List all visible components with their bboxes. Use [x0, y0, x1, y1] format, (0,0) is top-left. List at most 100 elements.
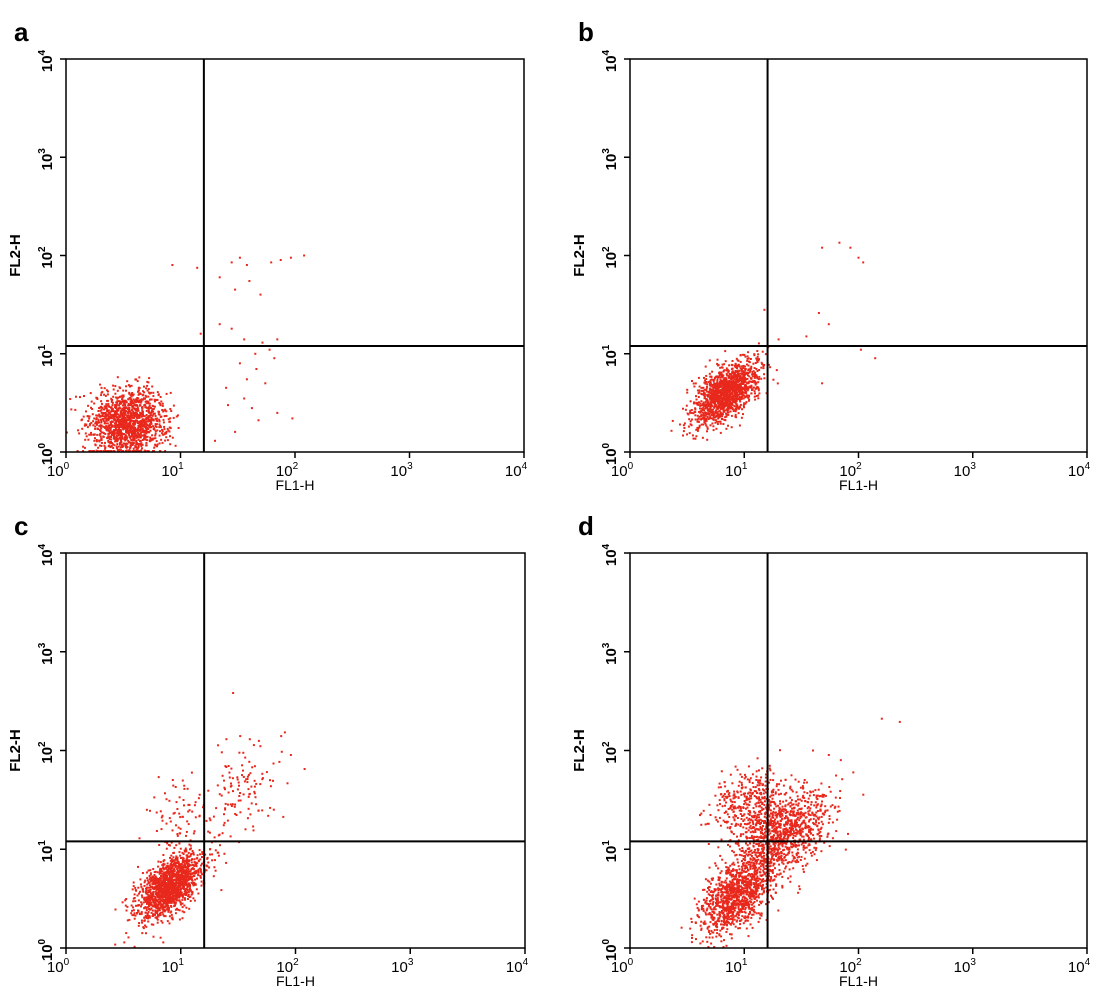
data-point [117, 407, 120, 410]
data-point [692, 382, 695, 385]
data-point [772, 378, 775, 381]
data-point [141, 447, 143, 450]
data-point [130, 443, 133, 445]
data-point [107, 432, 110, 435]
data-point [725, 402, 728, 405]
data-point [152, 880, 155, 883]
data-point [211, 859, 214, 862]
data-point [208, 866, 211, 869]
data-point [205, 819, 208, 822]
data-point [698, 389, 701, 392]
data-point [116, 437, 119, 440]
data-point [228, 771, 231, 774]
data-point [157, 887, 159, 890]
data-point [247, 773, 250, 776]
data-point [218, 793, 221, 796]
data-point [115, 406, 118, 409]
data-point [113, 428, 116, 431]
data-point [702, 909, 705, 912]
data-point [174, 786, 177, 788]
data-point [196, 854, 199, 857]
data-point [751, 926, 754, 929]
data-point [185, 876, 188, 879]
data-point [142, 927, 145, 930]
data-point [159, 898, 162, 901]
data-point [711, 370, 714, 373]
data-point [185, 894, 187, 896]
data-point [161, 900, 164, 903]
data-point [728, 373, 731, 375]
data-point [242, 776, 245, 778]
data-point [234, 288, 237, 291]
data-point [134, 401, 137, 404]
data-point [108, 415, 111, 418]
data-point [694, 408, 697, 411]
data-point [137, 409, 140, 412]
data-point [171, 918, 174, 921]
data-point [145, 899, 148, 902]
data-point [763, 377, 766, 380]
data-point [739, 372, 742, 375]
data-point [702, 386, 705, 389]
data-point [116, 408, 119, 411]
data-point [744, 383, 747, 386]
data-point [130, 904, 133, 907]
data-point [739, 392, 742, 395]
data-point [151, 385, 154, 388]
data-point [176, 834, 179, 837]
data-point [734, 364, 736, 367]
data-point [751, 375, 754, 378]
data-point [744, 373, 747, 376]
data-point [738, 406, 741, 409]
data-point [170, 862, 173, 865]
data-point [164, 893, 167, 896]
data-point [157, 898, 160, 901]
data-point [122, 450, 125, 452]
data-point [209, 848, 211, 851]
data-point [191, 879, 194, 882]
data-point [725, 396, 728, 399]
data-point [723, 395, 726, 397]
data-point [726, 390, 728, 393]
data-point [722, 396, 725, 399]
data-point [722, 423, 725, 425]
data-point [227, 803, 229, 806]
data-point [689, 400, 692, 403]
data-point [172, 894, 174, 897]
data-point [183, 784, 186, 787]
data-point [708, 372, 711, 375]
data-point [93, 402, 96, 405]
data-point [236, 788, 239, 791]
data-point [267, 814, 270, 817]
data-point [94, 425, 97, 428]
data-point [160, 400, 163, 403]
data-point [169, 865, 172, 868]
data-point [719, 408, 722, 410]
data-point [250, 785, 253, 788]
data-point [123, 941, 126, 944]
data-point [237, 781, 240, 784]
data-point [125, 421, 128, 424]
data-point [170, 870, 172, 873]
data-point [693, 385, 696, 388]
data-point [150, 877, 153, 880]
data-point [159, 936, 162, 939]
data-point [150, 391, 153, 394]
data-point [756, 377, 759, 380]
data-point [742, 394, 745, 397]
data-point [702, 414, 705, 417]
data-point [159, 900, 162, 903]
data-point [137, 393, 140, 396]
data-point [181, 896, 184, 899]
data-point [135, 443, 138, 446]
data-point [111, 404, 114, 407]
data-point [124, 444, 127, 447]
data-point [707, 393, 710, 396]
data-point [137, 428, 139, 431]
data-point [722, 384, 725, 386]
data-point [702, 423, 705, 426]
data-point [228, 776, 231, 779]
data-point [748, 398, 751, 401]
data-point [117, 418, 119, 421]
data-point [720, 374, 723, 377]
